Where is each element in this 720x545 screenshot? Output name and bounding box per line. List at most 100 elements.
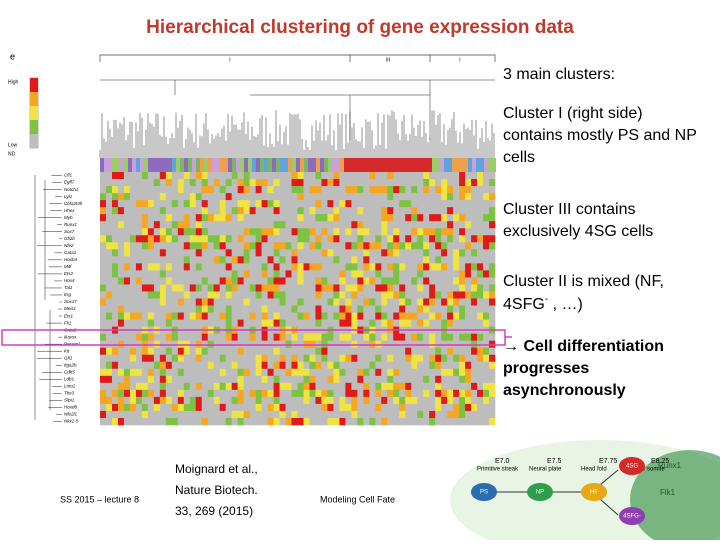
heatmap-cell: [219, 277, 226, 285]
heatmap-cell: [237, 207, 244, 215]
heatmap-cell: [243, 263, 250, 271]
heatmap-cell: [249, 305, 256, 313]
heatmap-cell: [477, 312, 484, 320]
heatmap-cell: [219, 354, 226, 363]
heatmap-cell: [159, 228, 167, 236]
heatmap-cell: [375, 417, 382, 426]
heatmap-cell: [411, 263, 418, 271]
heatmap-cell: [345, 186, 352, 194]
heatmap-cell: [141, 284, 149, 292]
heatmap-cell: [195, 186, 203, 194]
heatmap-cell: [159, 200, 167, 208]
heatmap-cell: [339, 256, 346, 264]
heatmap-cell: [165, 375, 173, 384]
heatmap-cell: [225, 417, 232, 426]
heatmap-cell: [201, 410, 209, 419]
heatmap-cell: [267, 375, 274, 384]
heatmap-cell: [291, 235, 298, 243]
heatmap-cell: [303, 319, 310, 327]
heatmap-cell: [429, 382, 436, 391]
heatmap-cell: [189, 270, 197, 278]
heatmap-cell: [213, 207, 220, 215]
heatmap-cell: [243, 214, 250, 222]
heatmap-cell: [315, 270, 322, 278]
gene-label: Tbx3: [64, 391, 75, 396]
heatmap-cell: [465, 417, 472, 426]
heatmap-cell: [267, 333, 274, 341]
heatmap-cell: [411, 228, 418, 236]
heatmap-cell: [165, 319, 173, 327]
heatmap-cell: [465, 214, 472, 222]
heatmap-cell: [249, 172, 256, 180]
heatmap-cell: [153, 333, 161, 341]
heatmap-cell: [129, 354, 137, 363]
slide-title: Hierarchical clustering of gene expressi…: [146, 17, 574, 38]
heatmap-cell: [387, 249, 394, 257]
heatmap-cell: [135, 312, 143, 320]
heatmap-cell: [447, 396, 454, 405]
heatmap-cell: [279, 305, 286, 313]
heatmap-cell: [201, 312, 209, 320]
heatmap-cell: [477, 319, 484, 327]
heatmap-cell: [345, 235, 352, 243]
color-bar-cell: [244, 158, 248, 172]
color-bar-cell: [480, 158, 484, 172]
heatmap-cell: [243, 179, 250, 187]
heatmap-cell: [105, 354, 113, 363]
color-bar-cell: [420, 158, 424, 172]
heatmap-cell: [393, 207, 400, 215]
heatmap-cell: [477, 410, 484, 419]
line: Cluster III contains: [503, 201, 640, 218]
heatmap-cell: [129, 389, 137, 398]
heatmap-cell: [387, 186, 394, 194]
heatmap-cell: [303, 186, 310, 194]
heatmap-cell: [303, 284, 310, 292]
heatmap-cell: [375, 284, 382, 292]
heatmap-cell: [243, 284, 250, 292]
heatmap-cell: [363, 207, 370, 215]
heatmap-cell: [411, 193, 418, 201]
heatmap-cell: [189, 333, 197, 341]
heatmap-cell: [165, 284, 173, 292]
color-bar-cell: [356, 158, 360, 172]
heatmap-cell: [459, 375, 466, 384]
heatmap-cell: [129, 214, 137, 222]
heatmap-cell: [189, 256, 197, 264]
heatmap-cell: [249, 375, 256, 384]
heatmap-cell: [351, 298, 358, 306]
color-bar-cell: [200, 158, 204, 172]
color-bar-cell: [432, 158, 436, 172]
heatmap-cell: [321, 403, 328, 412]
heatmap-cell: [135, 277, 143, 285]
color-bar-cell: [224, 158, 228, 172]
heatmap-cell: [483, 249, 490, 257]
heatmap-cell: [177, 298, 185, 306]
heatmap-cell: [471, 263, 478, 271]
heatmap-cell: [423, 347, 430, 356]
heatmap-cell: [105, 368, 113, 377]
heatmap-cell: [369, 186, 376, 194]
heatmap-cell: [309, 403, 316, 412]
heatmap: [100, 172, 496, 426]
heatmap-cell: [171, 319, 179, 327]
heatmap-cell: [357, 389, 364, 398]
heatmap-cell: [105, 312, 113, 320]
heatmap-cell: [477, 284, 484, 292]
heatmap-cell: [297, 298, 304, 306]
heatmap-cell: [237, 375, 244, 384]
heatmap-cell: [483, 389, 490, 398]
heatmap-cell: [100, 389, 107, 398]
heatmap-cell: [321, 263, 328, 271]
gene-label: Hhex: [64, 208, 75, 213]
heatmap-cell: [375, 193, 382, 201]
heatmap-cell: [165, 214, 173, 222]
heatmap-cell: [285, 333, 292, 341]
heatmap-cell: [291, 207, 298, 215]
footer-lecture: SS 2015 – lecture 8: [60, 494, 139, 504]
heatmap-cell: [435, 214, 442, 222]
heatmap-cell: [100, 291, 107, 299]
heatmap-cell: [249, 235, 256, 243]
heatmap-cell: [441, 298, 448, 306]
heatmap-cell: [387, 333, 394, 341]
heatmap-cell: [141, 207, 149, 215]
